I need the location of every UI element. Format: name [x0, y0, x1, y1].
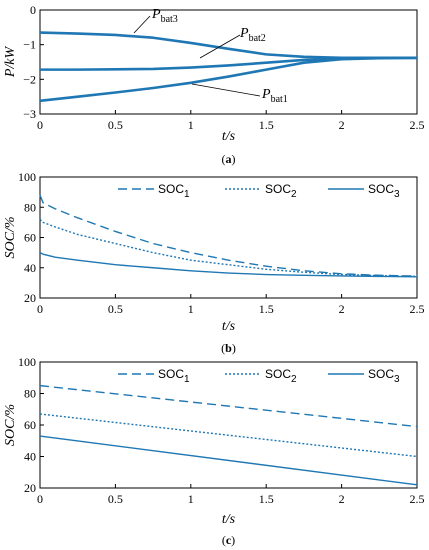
- y-axis-label: SOC/%: [3, 404, 18, 446]
- panel-caption: (a): [222, 152, 236, 166]
- y-tick-label: 40: [24, 261, 36, 275]
- x-tick-label: 0.5: [108, 302, 123, 316]
- chart-panel-c: 0 0.5 1 1.5 2 2.5 20 40 60 80 100 t/s SOC/% (c) SOC1 SO…: [3, 355, 425, 547]
- x-tick-label: 1: [188, 492, 194, 506]
- y-tick-label: −1: [23, 38, 36, 52]
- series-label-p-bat1: Pbat1: [261, 87, 288, 105]
- x-tick-label: 2: [339, 302, 345, 316]
- plot-frame: [39, 361, 418, 489]
- y-tick-label: 60: [24, 231, 36, 245]
- x-axis-label: t/s: [222, 129, 236, 144]
- series-label-soc2: SOC2: [265, 367, 297, 385]
- x-tick-label: 0: [37, 492, 43, 506]
- annotation-leader: [191, 83, 261, 97]
- y-tick-label: 60: [24, 418, 36, 432]
- y-tick-label: 80: [24, 387, 36, 401]
- x-tick-label: 2: [339, 492, 345, 506]
- x-tick-label: 1: [188, 118, 194, 132]
- series-label-soc3: SOC3: [368, 367, 400, 385]
- panel-caption: (c): [222, 533, 235, 547]
- series-line-soc3: [39, 252, 418, 278]
- series-label-soc2: SOC2: [265, 182, 297, 200]
- annotation-leader: [133, 15, 151, 34]
- chart-panel-a: 0 0.5 1 1.5 2 2.5 0 −1 −2 −3 t/s P/kW (a) Pbat3 Pbat2 P…: [3, 3, 425, 166]
- y-tick-label: 0: [30, 3, 36, 17]
- x-tick-label: 1.5: [259, 118, 274, 132]
- x-tick-label: 2.5: [410, 492, 425, 506]
- chart-panel-b: 0 0.5 1 1.5 2 2.5 20 40 60 80 100 t/s SOC/% (b) SOC1 SO…: [3, 170, 425, 355]
- x-tick-label: 0: [37, 118, 43, 132]
- x-tick-label: 1.5: [259, 302, 274, 316]
- series-label-soc1: SOC1: [158, 367, 190, 385]
- x-tick-label: 1: [188, 302, 194, 316]
- x-tick-label: 0.5: [108, 492, 123, 506]
- plot-frame: [39, 9, 418, 115]
- series-line-p-bat1: [39, 56, 418, 103]
- x-axis-label: t/s: [222, 512, 236, 527]
- y-axis-label: P/kW: [3, 46, 18, 79]
- y-tick-label: 20: [24, 291, 36, 305]
- annotation-leader: [199, 34, 241, 59]
- series-line-soc1: [39, 194, 418, 277]
- y-tick-label: −2: [23, 72, 36, 86]
- series-line-p-bat3: [39, 31, 417, 60]
- series-line-soc2: [39, 218, 418, 278]
- y-tick-label: 40: [24, 450, 36, 464]
- y-tick-label: 20: [24, 481, 36, 495]
- x-tick-label: 0.5: [108, 118, 123, 132]
- x-tick-label: 0: [37, 302, 43, 316]
- series-label-soc1: SOC1: [158, 182, 190, 200]
- series-label-soc3: SOC3: [368, 182, 400, 200]
- y-tick-label: 80: [24, 200, 36, 214]
- panel-caption: (b): [221, 341, 236, 355]
- series-line-soc2: [39, 413, 418, 458]
- y-tick-label: −3: [23, 107, 36, 121]
- plot-frame: [39, 176, 418, 299]
- x-tick-label: 2.5: [410, 118, 425, 132]
- x-axis-label: t/s: [222, 319, 236, 334]
- series-line-soc3: [39, 435, 418, 486]
- x-tick-label: 1.5: [259, 492, 274, 506]
- x-tick-label: 2.5: [410, 302, 425, 316]
- y-tick-label: 100: [18, 355, 36, 369]
- x-tick-label: 2: [339, 118, 345, 132]
- series-label-p-bat2: Pbat2: [239, 26, 266, 44]
- series-label-p-bat3: Pbat3: [151, 7, 178, 25]
- y-axis-label: SOC/%: [3, 217, 18, 259]
- series-line-soc1: [39, 384, 418, 428]
- y-tick-label: 100: [18, 170, 36, 184]
